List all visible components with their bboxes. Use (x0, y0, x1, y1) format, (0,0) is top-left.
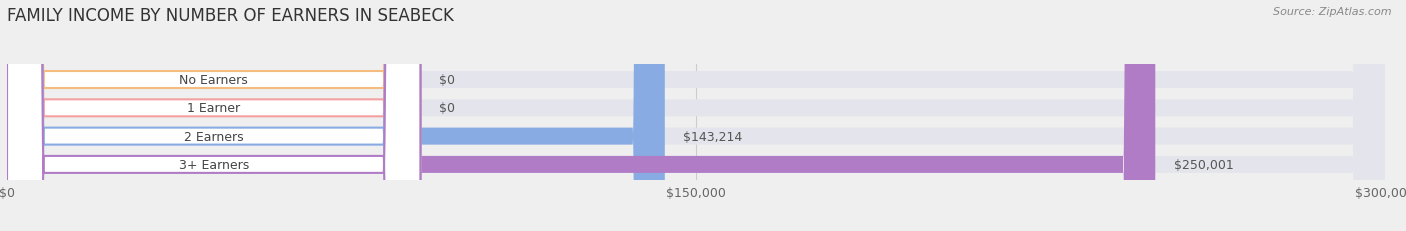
Text: $0: $0 (439, 74, 454, 87)
Text: $143,214: $143,214 (683, 130, 742, 143)
Text: $0: $0 (439, 102, 454, 115)
Text: Source: ZipAtlas.com: Source: ZipAtlas.com (1274, 7, 1392, 17)
FancyBboxPatch shape (7, 0, 420, 231)
FancyBboxPatch shape (7, 0, 1385, 231)
Text: 3+ Earners: 3+ Earners (179, 158, 249, 171)
FancyBboxPatch shape (7, 0, 420, 231)
Text: FAMILY INCOME BY NUMBER OF EARNERS IN SEABECK: FAMILY INCOME BY NUMBER OF EARNERS IN SE… (7, 7, 454, 25)
FancyBboxPatch shape (7, 0, 420, 231)
Text: No Earners: No Earners (180, 74, 247, 87)
FancyBboxPatch shape (7, 0, 1385, 231)
FancyBboxPatch shape (7, 0, 665, 231)
FancyBboxPatch shape (7, 0, 420, 231)
FancyBboxPatch shape (7, 0, 1385, 231)
Text: 1 Earner: 1 Earner (187, 102, 240, 115)
Text: 2 Earners: 2 Earners (184, 130, 243, 143)
FancyBboxPatch shape (7, 0, 1385, 231)
FancyBboxPatch shape (7, 0, 1156, 231)
Text: $250,001: $250,001 (1174, 158, 1233, 171)
